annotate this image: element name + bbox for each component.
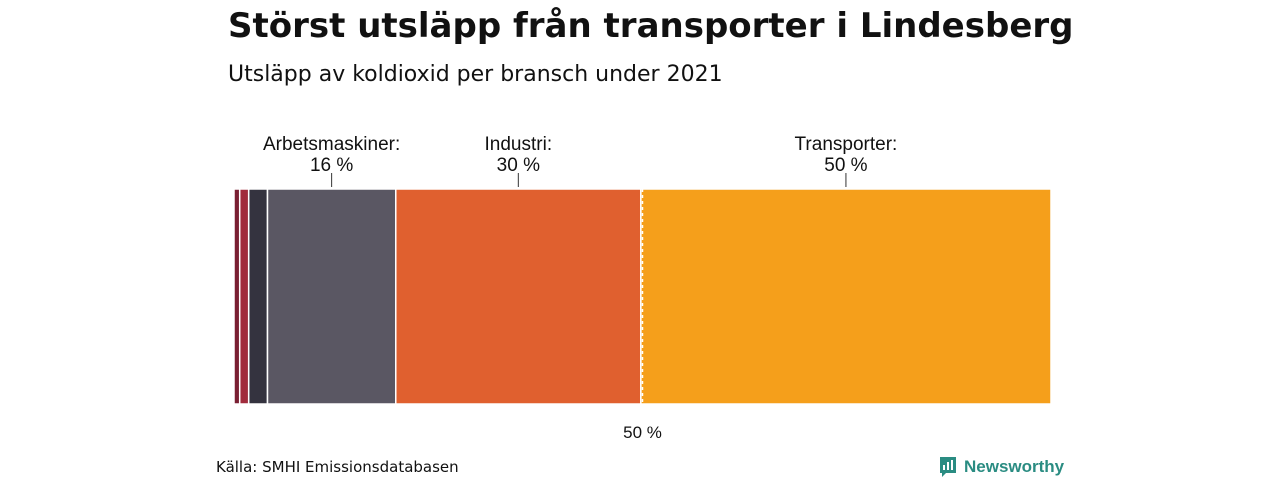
segment-label-4: Industri: — [485, 134, 553, 155]
segment-label-3: Arbetsmaskiner: — [263, 134, 400, 155]
bar-segment-2 — [247, 188, 269, 405]
reference-line-label: 50 % — [623, 423, 662, 442]
newsworthy-icon — [940, 457, 956, 477]
chart-subtitle: Utsläpp av koldioxid per bransch under 2… — [228, 62, 723, 87]
bar-segment-5 — [640, 188, 1052, 405]
chart-title: Störst utsläpp från transporter i Lindes… — [228, 6, 1074, 46]
bar-segment-0 — [233, 188, 241, 405]
segment-value-label-4: 30 % — [497, 155, 540, 176]
bar-segment-1 — [238, 188, 250, 405]
segment-value-label-3: 16 % — [310, 155, 353, 176]
segment-value-label-5: 50 % — [824, 155, 867, 176]
source-note: Källa: SMHI Emissionsdatabasen — [216, 458, 459, 476]
brand-name: Newsworthy — [964, 457, 1065, 476]
segment-label-5: Transporter: — [795, 134, 898, 155]
bar-segment-3 — [266, 188, 397, 405]
bar-segment-4 — [395, 188, 642, 405]
newsworthy-logo: Newsworthy — [938, 455, 1064, 479]
